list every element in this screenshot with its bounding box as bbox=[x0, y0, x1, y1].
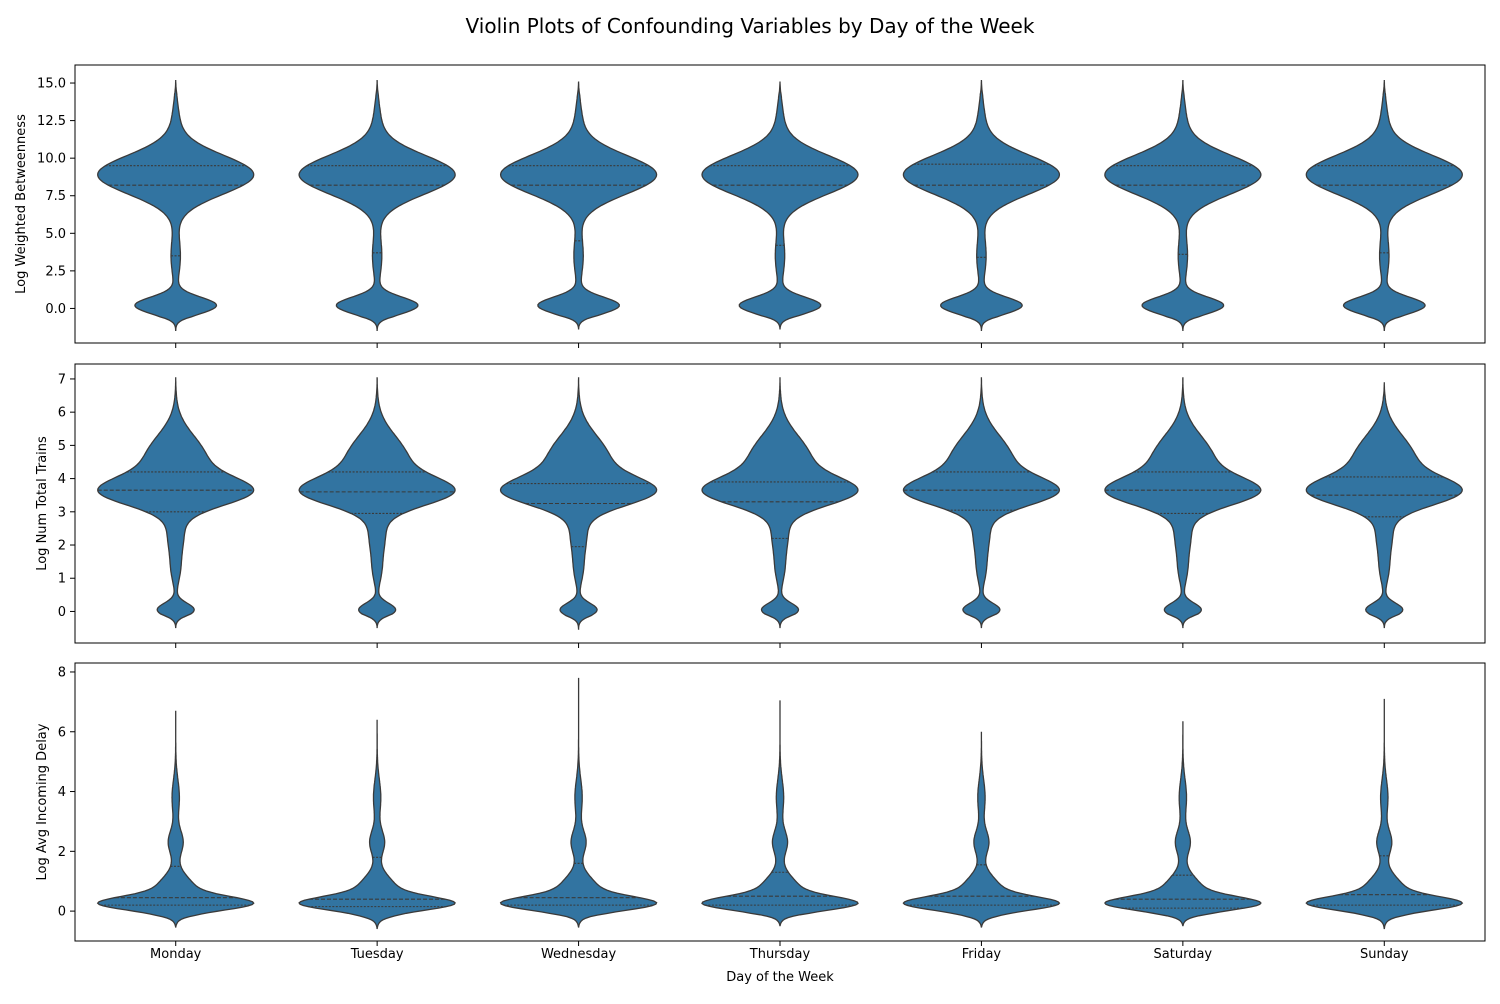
y-tick-label: 5 bbox=[58, 439, 66, 454]
violin-sunday bbox=[1305, 80, 1463, 332]
y-axis-label: Log Weighted Betweenness bbox=[14, 114, 29, 294]
y-tick-label: 3 bbox=[58, 505, 66, 520]
y-tick-label: 0 bbox=[58, 905, 66, 920]
chart-title: Violin Plots of Confounding Variables by… bbox=[465, 14, 1035, 38]
y-tick-label: 4 bbox=[58, 785, 66, 800]
x-tick-label: Wednesday bbox=[541, 947, 617, 962]
violin-tuesday bbox=[298, 79, 456, 332]
x-tick-label: Tuesday bbox=[350, 947, 404, 962]
x-axis-label: Day of the Week bbox=[726, 970, 834, 985]
y-tick-label: 4 bbox=[58, 472, 66, 487]
violin-wednesday bbox=[499, 677, 658, 928]
y-tick-label: 6 bbox=[58, 406, 66, 421]
y-tick-label: 7 bbox=[58, 372, 66, 387]
violin-sunday bbox=[1305, 698, 1464, 930]
y-tick-label: 1 bbox=[58, 572, 66, 587]
y-tick-label: 12.5 bbox=[37, 114, 66, 129]
violin-wednesday bbox=[499, 377, 658, 630]
violin-friday bbox=[902, 79, 1061, 332]
y-tick-label: 0 bbox=[58, 605, 66, 620]
violin-tuesday bbox=[298, 377, 456, 629]
violin-monday bbox=[96, 710, 255, 928]
violin-monday bbox=[97, 80, 255, 332]
x-tick-label: Saturday bbox=[1154, 947, 1213, 962]
y-tick-label: 2 bbox=[58, 539, 66, 554]
x-tick-label: Friday bbox=[962, 947, 1002, 962]
y-tick-label: 15.0 bbox=[37, 77, 66, 92]
violin-saturday bbox=[1104, 79, 1262, 332]
y-tick-label: 10.0 bbox=[37, 152, 66, 167]
y-tick-label: 2.5 bbox=[45, 264, 66, 279]
violin-sunday bbox=[1305, 382, 1463, 629]
violin-tuesday bbox=[298, 719, 456, 930]
y-tick-label: 5.0 bbox=[45, 227, 66, 242]
violin-friday bbox=[902, 377, 1061, 629]
y-tick-label: 8 bbox=[58, 665, 66, 680]
y-axis-label: Log Num Total Trains bbox=[35, 436, 50, 571]
y-tick-label: 0.0 bbox=[45, 302, 66, 317]
y-tick-label: 2 bbox=[58, 845, 66, 860]
violin-thursday bbox=[701, 377, 859, 629]
violin-friday bbox=[902, 731, 1061, 928]
violin-monday bbox=[97, 377, 255, 629]
violin-wednesday bbox=[499, 81, 658, 330]
x-tick-label: Monday bbox=[150, 947, 202, 962]
x-tick-label: Sunday bbox=[1360, 947, 1409, 962]
violin-saturday bbox=[1104, 377, 1262, 629]
y-axis-label: Log Avg Incoming Delay bbox=[35, 723, 50, 880]
violin-saturday bbox=[1104, 721, 1262, 927]
violin-thursday bbox=[701, 81, 859, 330]
y-tick-label: 7.5 bbox=[45, 189, 66, 204]
x-tick-label: Thursday bbox=[749, 947, 811, 962]
y-tick-label: 6 bbox=[58, 725, 66, 740]
violin-thursday bbox=[701, 700, 859, 927]
